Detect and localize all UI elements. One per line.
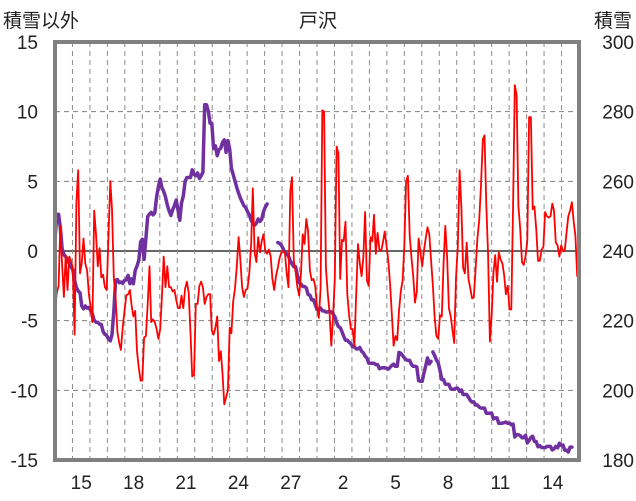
left-axis-label: 積雪以外 xyxy=(3,10,79,32)
right-tick-label: 300 xyxy=(602,33,634,54)
series-line-right xyxy=(431,350,574,454)
right-tick-label: 180 xyxy=(602,451,634,472)
left-tick-label: 0 xyxy=(27,242,38,263)
x-tick-label: 5 xyxy=(390,473,401,494)
left-tick-label: -15 xyxy=(11,451,38,472)
right-tick-label: 240 xyxy=(602,242,634,263)
left-tick-label: -10 xyxy=(11,381,38,402)
plot-frame xyxy=(53,40,581,462)
tick-labels: 15 10 5 0 -5 -10 -15 300 280 260 240 220 200 180 15 18 2… xyxy=(11,33,634,494)
gridlines xyxy=(55,41,579,461)
series-layer xyxy=(53,84,579,454)
right-axis-label: 積雪 xyxy=(594,10,632,32)
x-tick-label: 8 xyxy=(443,473,454,494)
right-tick-label: 260 xyxy=(602,172,634,193)
x-tick-label: 24 xyxy=(228,473,250,494)
left-tick-label: 5 xyxy=(27,172,38,193)
right-tick-label: 200 xyxy=(602,381,634,402)
left-tick-label: 10 xyxy=(17,103,38,124)
right-tick-label: 220 xyxy=(602,312,634,333)
left-tick-label: -5 xyxy=(21,312,38,333)
x-tick-label: 2 xyxy=(338,473,349,494)
x-tick-label: 14 xyxy=(542,473,564,494)
right-tick-label: 280 xyxy=(602,103,634,124)
left-tick-label: 15 xyxy=(17,33,38,54)
series-line-right xyxy=(276,240,433,384)
x-tick-label: 11 xyxy=(491,473,511,494)
x-tick-label: 27 xyxy=(280,473,301,494)
series-line-left xyxy=(54,84,579,406)
chart-title: 戸沢 xyxy=(299,10,337,32)
x-tick-label: 18 xyxy=(123,473,144,494)
x-tick-label: 15 xyxy=(71,473,92,494)
x-tick-label: 21 xyxy=(175,473,196,494)
